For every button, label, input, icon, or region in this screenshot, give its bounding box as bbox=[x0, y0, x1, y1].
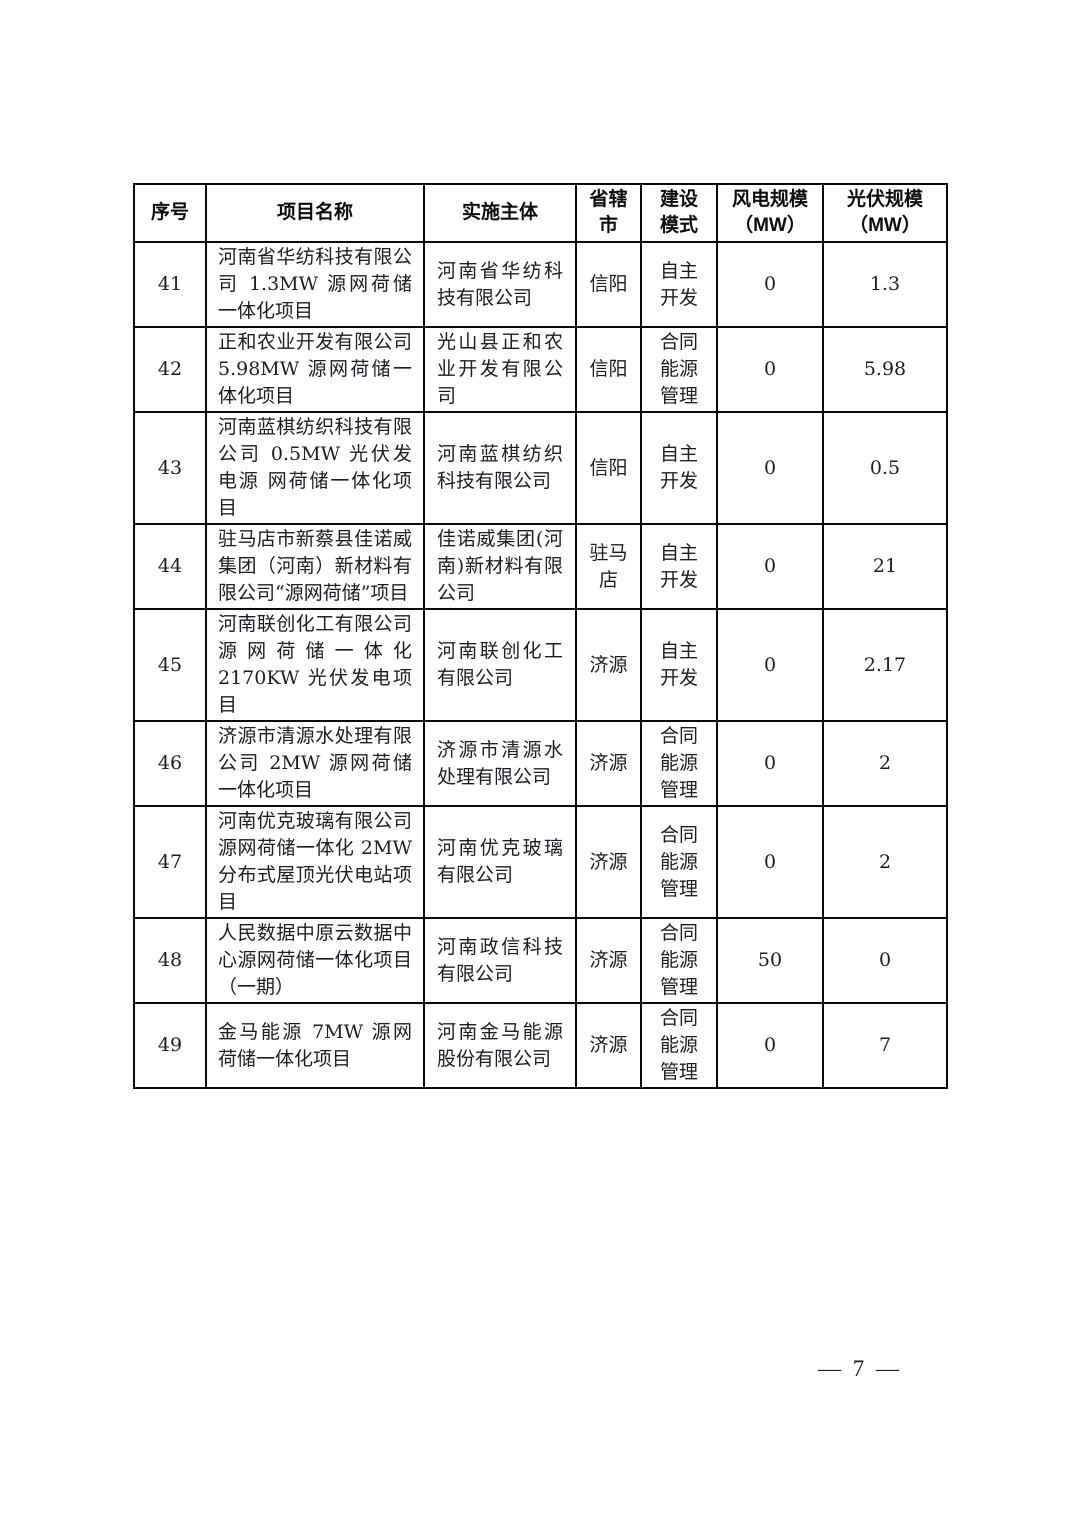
cell-city: 信阳 bbox=[575, 411, 642, 525]
cell-project_name: 河南优克玻璃有限公司源网荷储一体化 2MW 分布式屋顶光伏电站项目 bbox=[205, 805, 425, 919]
cell-index: 42 bbox=[133, 326, 207, 413]
cell-index: 44 bbox=[133, 523, 207, 610]
cell-project_name: 金马能源 7MW 源网荷储一体化项目 bbox=[205, 1002, 425, 1089]
cell-pv_mw: 21 bbox=[822, 523, 948, 610]
cell-pv_mw: 1.3 bbox=[822, 241, 948, 328]
table-row: 44 驻马店市新蔡县佳诺威集团（河南）新材料有限公司“源网荷储”项目 佳诺威集团(河… bbox=[133, 523, 948, 610]
table-row: 45 河南联创化工有限公司源网荷储一体化 2170KW 光伏发电项目 河南联创化工有… bbox=[133, 608, 948, 722]
cell-pv_mw: 0 bbox=[822, 917, 948, 1004]
column-header-index: 序号 bbox=[133, 183, 207, 243]
cell-mode: 合同 能源 管理 bbox=[640, 805, 718, 919]
table-row: 47 河南优克玻璃有限公司源网荷储一体化 2MW 分布式屋顶光伏电站项目 河南优克玻… bbox=[133, 805, 948, 919]
cell-wind_mw: 50 bbox=[716, 917, 824, 1004]
table-row: 43 河南蓝棋纺织科技有限公司 0.5MW 光伏发电源 网荷储一体化项目 河南蓝棋纺… bbox=[133, 411, 948, 525]
cell-entity: 河南政信科技有限公司 bbox=[423, 917, 577, 1004]
cell-index: 46 bbox=[133, 720, 207, 807]
cell-mode: 合同 能源 管理 bbox=[640, 1002, 718, 1089]
cell-mode: 自主 开发 bbox=[640, 241, 718, 328]
cell-pv_mw: 2 bbox=[822, 805, 948, 919]
cell-pv_mw: 7 bbox=[822, 1002, 948, 1089]
cell-wind_mw: 0 bbox=[716, 1002, 824, 1089]
table-row: 42 正和农业开发有限公司 5.98MW 源网荷储一体化项目 光山县正和农业开发有限… bbox=[133, 326, 948, 413]
cell-project_name: 河南蓝棋纺织科技有限公司 0.5MW 光伏发电源 网荷储一体化项目 bbox=[205, 411, 425, 525]
cell-entity: 河南优克玻璃有限公司 bbox=[423, 805, 577, 919]
projects-table: 序号 项目名称 实施主体 省辖 市建设 模式 风电规模 （MW） 光伏规模 （MW） 41… bbox=[133, 183, 948, 1089]
cell-index: 47 bbox=[133, 805, 207, 919]
table-row: 41 河南省华纺科技有限公司 1.3MW 源网荷储一体化项目 河南省华纺科技有限公司… bbox=[133, 241, 948, 328]
column-header-project_name: 项目名称 bbox=[205, 183, 425, 243]
table-row: 49 金马能源 7MW 源网荷储一体化项目 河南金马能源股份有限公司 济源 合同 能源 … bbox=[133, 1002, 948, 1089]
cell-mode: 合同 能源 管理 bbox=[640, 720, 718, 807]
cell-city: 信阳 bbox=[575, 326, 642, 413]
cell-project_name: 正和农业开发有限公司 5.98MW 源网荷储一体化项目 bbox=[205, 326, 425, 413]
cell-wind_mw: 0 bbox=[716, 326, 824, 413]
cell-mode: 合同 能源 管理 bbox=[640, 326, 718, 413]
table-row: 46 济源市清源水处理有限公司 2MW 源网荷储一体化项目 济源市清源水处理有限公司… bbox=[133, 720, 948, 807]
table-body: 41 河南省华纺科技有限公司 1.3MW 源网荷储一体化项目 河南省华纺科技有限公司… bbox=[133, 241, 948, 1089]
cell-entity: 河南省华纺科技有限公司 bbox=[423, 241, 577, 328]
cell-city: 济源 bbox=[575, 805, 642, 919]
cell-entity: 佳诺威集团(河南)新材料有限公司 bbox=[423, 523, 577, 610]
cell-city: 济源 bbox=[575, 720, 642, 807]
cell-mode: 自主 开发 bbox=[640, 411, 718, 525]
cell-wind_mw: 0 bbox=[716, 523, 824, 610]
cell-project_name: 济源市清源水处理有限公司 2MW 源网荷储一体化项目 bbox=[205, 720, 425, 807]
cell-wind_mw: 0 bbox=[716, 241, 824, 328]
cell-index: 41 bbox=[133, 241, 207, 328]
column-header-entity: 实施主体 bbox=[423, 183, 577, 243]
table-header: 序号 项目名称 实施主体 省辖 市建设 模式 风电规模 （MW） 光伏规模 （MW） bbox=[133, 183, 948, 243]
cell-entity: 河南蓝棋纺织科技有限公司 bbox=[423, 411, 577, 525]
column-header-city: 省辖 市 bbox=[575, 183, 642, 243]
cell-mode: 合同 能源 管理 bbox=[640, 917, 718, 1004]
cell-city: 济源 bbox=[575, 917, 642, 1004]
cell-pv_mw: 2.17 bbox=[822, 608, 948, 722]
cell-index: 45 bbox=[133, 608, 207, 722]
cell-wind_mw: 0 bbox=[716, 720, 824, 807]
column-header-wind_mw: 风电规模 （MW） bbox=[716, 183, 824, 243]
cell-pv_mw: 0.5 bbox=[822, 411, 948, 525]
column-header-pv_mw: 光伏规模 （MW） bbox=[822, 183, 948, 243]
cell-mode: 自主 开发 bbox=[640, 608, 718, 722]
cell-index: 48 bbox=[133, 917, 207, 1004]
cell-city: 济源 bbox=[575, 608, 642, 722]
table-header-row: 序号 项目名称 实施主体 省辖 市建设 模式 风电规模 （MW） 光伏规模 （MW） bbox=[133, 183, 948, 243]
cell-wind_mw: 0 bbox=[716, 608, 824, 722]
table-row: 48 人民数据中原云数据中心源网荷储一体化项目（一期） 河南政信科技有限公司 济源 合同… bbox=[133, 917, 948, 1004]
cell-entity: 河南联创化工有限公司 bbox=[423, 608, 577, 722]
cell-pv_mw: 2 bbox=[822, 720, 948, 807]
cell-project_name: 人民数据中原云数据中心源网荷储一体化项目（一期） bbox=[205, 917, 425, 1004]
cell-index: 49 bbox=[133, 1002, 207, 1089]
cell-city: 驻马 店 bbox=[575, 523, 642, 610]
cell-wind_mw: 0 bbox=[716, 805, 824, 919]
page-number: — 7 — bbox=[818, 1356, 902, 1381]
cell-pv_mw: 5.98 bbox=[822, 326, 948, 413]
cell-entity: 河南金马能源股份有限公司 bbox=[423, 1002, 577, 1089]
cell-project_name: 河南省华纺科技有限公司 1.3MW 源网荷储一体化项目 bbox=[205, 241, 425, 328]
cell-index: 43 bbox=[133, 411, 207, 525]
cell-project_name: 河南联创化工有限公司源网荷储一体化 2170KW 光伏发电项目 bbox=[205, 608, 425, 722]
cell-project_name: 驻马店市新蔡县佳诺威集团（河南）新材料有限公司“源网荷储”项目 bbox=[205, 523, 425, 610]
column-header-mode: 建设 模式 bbox=[640, 183, 718, 243]
cell-mode: 自主 开发 bbox=[640, 523, 718, 610]
cell-city: 济源 bbox=[575, 1002, 642, 1089]
cell-city: 信阳 bbox=[575, 241, 642, 328]
cell-wind_mw: 0 bbox=[716, 411, 824, 525]
cell-entity: 济源市清源水处理有限公司 bbox=[423, 720, 577, 807]
cell-entity: 光山县正和农业开发有限公司 bbox=[423, 326, 577, 413]
